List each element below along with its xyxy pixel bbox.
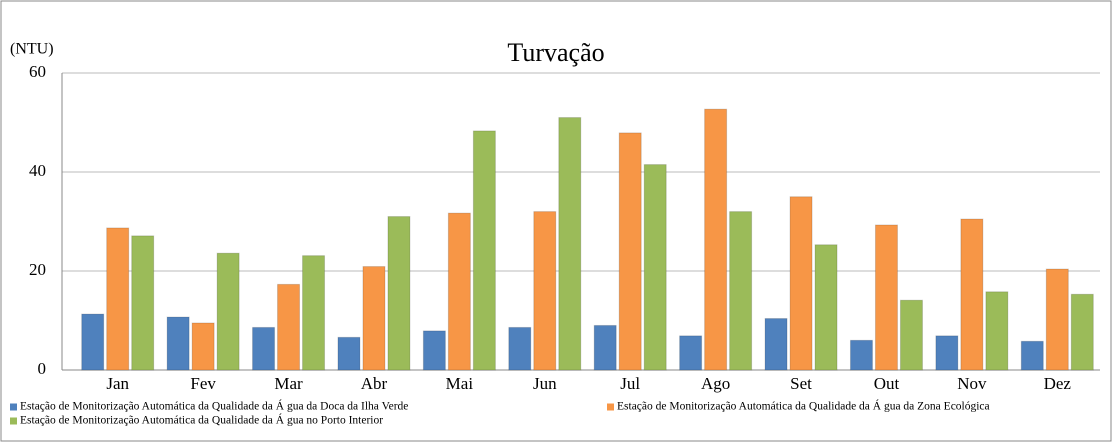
bar	[643, 164, 667, 371]
legend-swatch	[10, 403, 17, 411]
y-tick-label: 40	[29, 161, 46, 180]
bar	[106, 227, 130, 371]
x-tick-label: Abr	[361, 374, 388, 393]
bar	[679, 335, 703, 371]
bar	[533, 211, 557, 371]
bar	[729, 211, 753, 371]
bar	[1070, 293, 1094, 371]
bar	[874, 224, 898, 371]
x-tick-label: Jan	[106, 374, 129, 393]
x-tick-label: Nov	[957, 374, 987, 393]
bar	[508, 326, 532, 371]
bar	[81, 313, 105, 371]
legend-swatch	[10, 417, 17, 425]
bar	[302, 255, 326, 371]
bar	[131, 235, 155, 371]
x-tick-label: Out	[874, 374, 900, 393]
y-tick-label: 60	[29, 62, 46, 81]
x-tick-label: Mar	[274, 374, 303, 393]
bar	[899, 299, 923, 371]
legend-swatch	[607, 403, 614, 411]
bar	[764, 318, 788, 371]
bar	[1020, 340, 1044, 371]
bar	[960, 218, 984, 371]
bar	[935, 335, 959, 371]
y-axis-label: (NTU)	[10, 41, 54, 58]
y-tick-label: 0	[38, 359, 47, 378]
bar	[1045, 268, 1069, 371]
x-tick-label: Dez	[1044, 374, 1072, 393]
x-tick-label: Fev	[190, 374, 216, 393]
x-tick-label: Jul	[620, 374, 640, 393]
bar	[362, 266, 386, 371]
legend-label: Estação de Monitorização Automática da Q…	[617, 399, 990, 413]
bar	[558, 117, 582, 371]
bar	[422, 330, 446, 371]
chart-title: Turvação	[507, 38, 604, 67]
bar	[472, 130, 496, 371]
bar	[252, 326, 276, 371]
legend-label: Estação de Monitorização Automática da Q…	[20, 399, 408, 413]
bar	[277, 283, 301, 371]
x-tick-label: Mai	[446, 374, 474, 393]
x-tick-label: Set	[790, 374, 812, 393]
bar	[985, 291, 1009, 371]
bar	[789, 196, 813, 371]
legend-label: Estação de Monitorização Automática da Q…	[20, 413, 383, 427]
bar	[337, 336, 361, 371]
bar	[216, 252, 240, 371]
x-tick-label: Jun	[533, 374, 557, 393]
y-tick-label: 20	[29, 260, 46, 279]
bar	[814, 244, 838, 371]
bar	[849, 339, 873, 371]
bar	[618, 132, 642, 371]
x-tick-label: Ago	[701, 374, 730, 393]
bar	[593, 324, 617, 371]
bar	[191, 322, 215, 371]
bar	[166, 316, 190, 371]
bar	[704, 108, 728, 371]
bar	[387, 216, 411, 371]
bar	[447, 212, 471, 371]
